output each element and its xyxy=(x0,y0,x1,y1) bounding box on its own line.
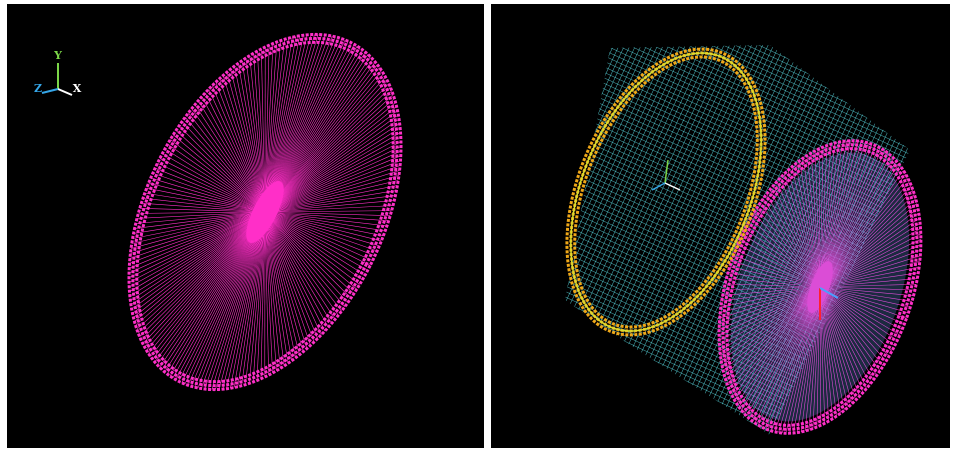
x-label: X xyxy=(73,82,82,95)
z-label: Z xyxy=(34,82,42,95)
y-label: Y xyxy=(53,49,62,62)
scene: Y Z X xyxy=(0,0,954,452)
page: Y Z X (() => { const data = JSON.parse(d… xyxy=(0,0,954,452)
